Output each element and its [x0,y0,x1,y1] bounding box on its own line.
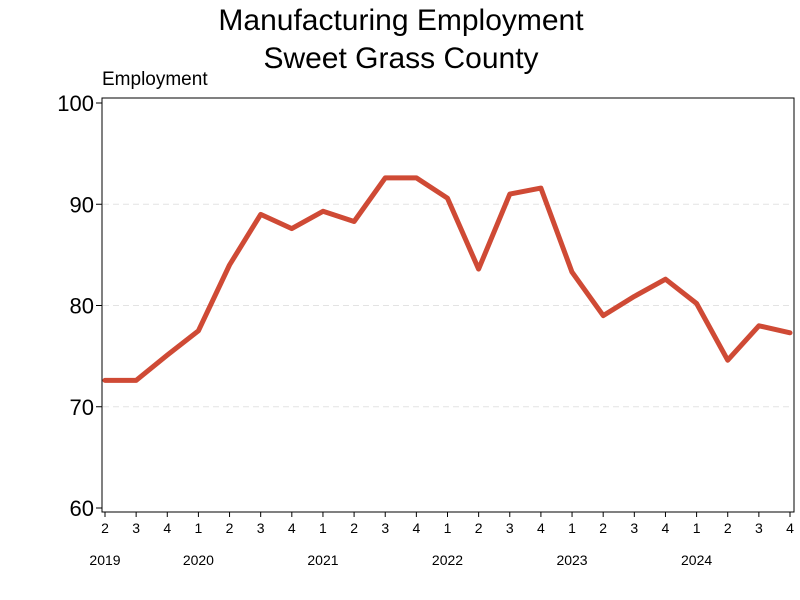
x-tick-label: 2 [350,520,358,536]
series-layer [102,175,793,383]
x-tick-label: 2 [101,520,109,536]
x-tick-label: 4 [537,520,545,536]
x-tick-label: 4 [662,520,670,536]
x-year-label: 2024 [681,552,712,568]
x-axis-ticks: 2 3 4 1 2 3 4 1 2 3 4 1 2 3 4 1 2 3 4 1 2 3 4 [101,512,794,536]
y-tick-label: 100 [57,91,94,116]
x-tick-label: 2 [599,520,607,536]
x-tick-label: 2 [724,520,732,536]
x-axis-year-labels: 2019 2020 2021 2022 2023 2024 [89,552,712,568]
x-tick-label: 3 [755,520,763,536]
x-tick-label: 1 [195,520,203,536]
x-year-label: 2020 [183,552,214,568]
y-tick-label: 60 [70,496,94,521]
series-line [102,175,793,383]
y-tick-label: 70 [70,395,94,420]
y-axis-ticks: 60 70 80 90 100 [57,91,102,521]
y-tick-label: 80 [70,294,94,319]
x-tick-label: 1 [444,520,452,536]
x-tick-label: 4 [786,520,794,536]
x-tick-label: 2 [226,520,234,536]
x-tick-label: 3 [630,520,638,536]
grid-lines [103,203,793,408]
x-year-label: 2023 [556,552,587,568]
x-year-label: 2022 [432,552,463,568]
x-year-label: 2019 [89,552,120,568]
x-tick-label: 4 [288,520,296,536]
x-tick-label: 1 [568,520,576,536]
x-year-label: 2021 [307,552,338,568]
chart-title-line-1: Manufacturing Employment [218,4,584,37]
x-tick-label: 1 [693,520,701,536]
x-tick-label: 4 [163,520,171,536]
x-tick-label: 1 [319,520,327,536]
x-tick-label: 3 [132,520,140,536]
y-tick-label: 90 [70,192,94,217]
x-tick-label: 4 [412,520,420,536]
y-axis-label: Employment [102,69,208,90]
chart-title-line-2: Sweet Grass County [263,42,538,75]
x-tick-label: 3 [257,520,265,536]
x-tick-label: 3 [506,520,514,536]
x-tick-label: 3 [381,520,389,536]
x-tick-label: 2 [475,520,483,536]
